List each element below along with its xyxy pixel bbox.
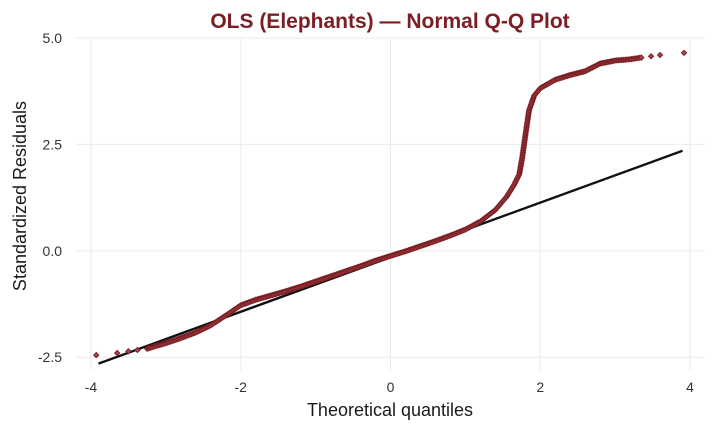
residual-points	[92, 49, 688, 359]
x-tick-label: -2	[235, 379, 248, 395]
x-tick-label: 4	[686, 379, 694, 395]
residual-point	[680, 49, 688, 57]
y-tick-label: 0.0	[43, 243, 63, 259]
x-tick-label: 0	[387, 379, 395, 395]
residual-point	[134, 346, 141, 354]
residual-point	[647, 53, 655, 60]
residual-point	[656, 51, 664, 59]
residual-point	[113, 349, 121, 357]
y-axis-label: Standardized Residuals	[10, 101, 30, 291]
axis-ticks: -4 -2 0 2 4 -2.5 0.0 2.5 5.0	[38, 30, 694, 395]
y-tick-label: 2.5	[43, 136, 63, 152]
residual-point	[638, 54, 645, 61]
y-tick-label: -2.5	[38, 349, 62, 365]
x-axis-label: Theoretical quantiles	[307, 400, 473, 420]
x-tick-label: -4	[85, 379, 98, 395]
x-tick-label: 2	[536, 379, 544, 395]
chart-title: OLS (Elephants) — Normal Q-Q Plot	[210, 10, 569, 33]
residual-point	[92, 351, 100, 359]
residual-point	[125, 348, 132, 355]
y-tick-label: 5.0	[43, 30, 63, 46]
grid	[76, 37, 705, 370]
